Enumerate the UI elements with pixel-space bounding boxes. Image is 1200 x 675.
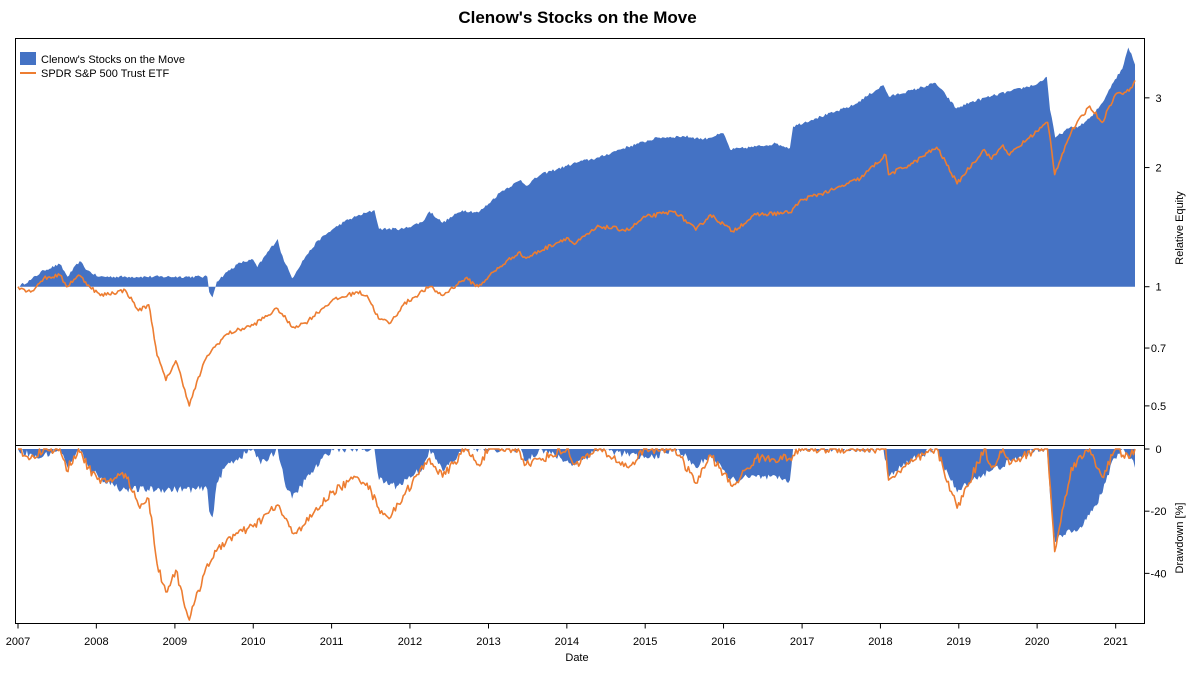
x-tick-label: 2019	[947, 636, 971, 648]
legend-label-benchmark: SPDR S&P 500 Trust ETF	[41, 68, 169, 80]
y-tick-label-drawdown: 0	[1155, 444, 1161, 456]
legend-swatch-strategy	[20, 52, 36, 65]
x-tick-label: 2010	[241, 636, 265, 648]
x-tick-label: 2013	[476, 636, 500, 648]
x-tick-label: 2018	[868, 636, 892, 648]
drawdown-line-layer	[18, 448, 1136, 621]
x-tick-label: 2016	[711, 636, 735, 648]
y-tick-label-equity: 3	[1155, 93, 1161, 105]
y-tick-label-drawdown: -40	[1151, 568, 1167, 580]
y-tick-label-drawdown: -20	[1151, 506, 1167, 518]
y-tick-label-equity: 2	[1155, 163, 1161, 175]
series-line-benchmark-drawdown	[18, 448, 1136, 621]
equity-area-layer	[18, 47, 1135, 298]
x-tick-label: 2017	[790, 636, 814, 648]
legend: Clenow's Stocks on the Move SPDR S&P 500…	[20, 52, 185, 80]
series-area-strategy-drawdown	[18, 449, 1135, 543]
drawdown-area-layer	[18, 449, 1135, 543]
x-tick-label: 2011	[320, 636, 344, 648]
series-area-strategy-equity	[18, 47, 1135, 298]
plot-frame	[15, 38, 1145, 624]
x-tick-label: 2008	[84, 636, 108, 648]
x-tick-label: 2015	[633, 636, 657, 648]
y-tick-label-equity: 0.5	[1151, 401, 1166, 413]
x-axis-title: Date	[565, 652, 588, 664]
axes-layer: 0.5 0.7 1 2 3 0 -20 -40 2007 2008 2009 2010 2011 2012…	[6, 93, 1167, 648]
equity-line-layer	[17, 80, 1136, 407]
y-axis-title-drawdown: Drawdown [%]	[1174, 503, 1186, 574]
y-tick-label-equity: 0.7	[1151, 343, 1166, 355]
x-tick-label: 2007	[6, 636, 30, 648]
legend-label-strategy: Clenow's Stocks on the Move	[41, 54, 185, 66]
x-tick-label: 2012	[398, 636, 422, 648]
x-tick-label: 2014	[555, 636, 579, 648]
y-tick-label-equity: 1	[1155, 282, 1161, 294]
chart-title: Clenow's Stocks on the Move	[458, 8, 697, 27]
y-axis-title-equity: Relative Equity	[1174, 191, 1186, 265]
series-line-benchmark-equity	[17, 80, 1136, 407]
x-tick-label: 2021	[1103, 636, 1127, 648]
x-tick-label: 2009	[163, 636, 187, 648]
x-tick-label: 2020	[1025, 636, 1049, 648]
